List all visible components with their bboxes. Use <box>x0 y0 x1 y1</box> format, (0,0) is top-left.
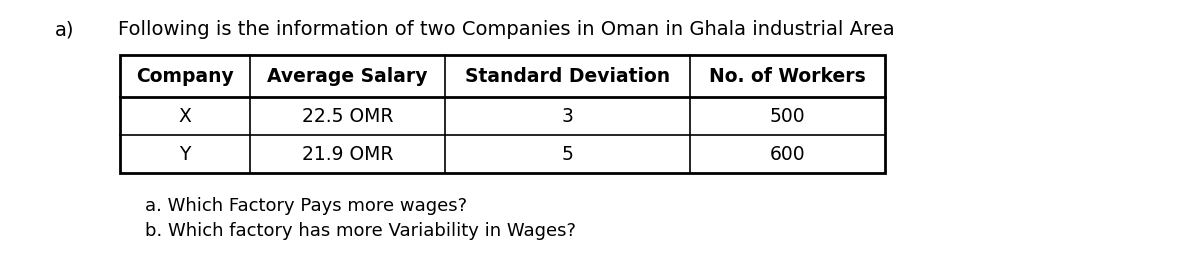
Text: a. Which Factory Pays more wages?: a. Which Factory Pays more wages? <box>145 197 467 215</box>
Text: Y: Y <box>179 145 191 164</box>
Text: Company: Company <box>136 67 234 86</box>
Text: 500: 500 <box>769 106 805 125</box>
Text: 3: 3 <box>562 106 574 125</box>
Text: 5: 5 <box>562 145 574 164</box>
Text: Following is the information of two Companies in Oman in Ghala industrial Area: Following is the information of two Comp… <box>118 20 895 39</box>
Text: 600: 600 <box>769 145 805 164</box>
Text: X: X <box>179 106 192 125</box>
Text: 22.5 OMR: 22.5 OMR <box>301 106 394 125</box>
Text: a): a) <box>55 20 74 39</box>
Text: Standard Deviation: Standard Deviation <box>464 67 670 86</box>
Text: No. of Workers: No. of Workers <box>709 67 866 86</box>
Text: b. Which factory has more Variability in Wages?: b. Which factory has more Variability in… <box>145 222 576 240</box>
Bar <box>120 55 886 173</box>
Bar <box>120 55 886 173</box>
Text: 21.9 OMR: 21.9 OMR <box>301 145 394 164</box>
Text: Average Salary: Average Salary <box>268 67 427 86</box>
